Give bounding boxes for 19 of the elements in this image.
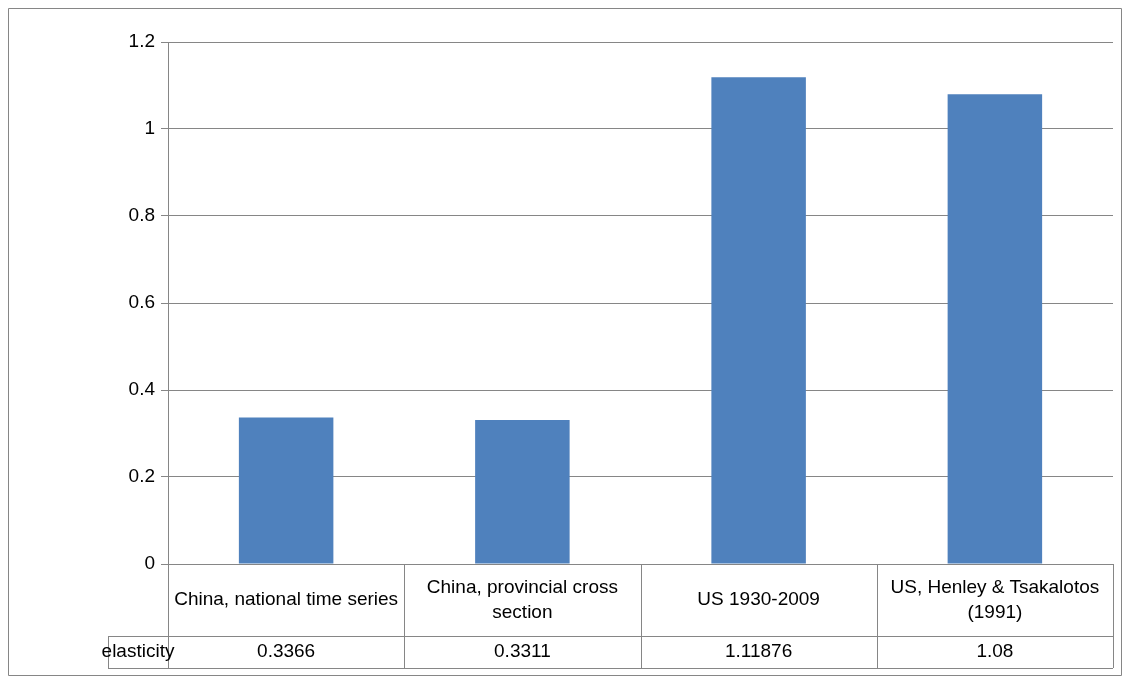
data-label: 1.08 [976,640,1014,662]
bar [475,419,570,564]
y-tick-label: 0.6 [128,291,155,313]
y-tick-label: 0.2 [128,465,155,487]
bar [238,417,334,564]
x-tick-label: US, Henley & Tsakalotos (1991) [890,575,1100,622]
x-tick-label: China, provincial cross section [426,575,618,622]
y-tick-label: 0.8 [128,204,155,226]
y-tick-label: 1 [144,117,155,139]
y-tick-label: 0.4 [128,378,156,400]
bar [947,94,1043,564]
x-tick-label: US 1930-2009 [697,588,820,610]
y-tick-label: 1.2 [128,30,155,52]
data-label: 1.11876 [724,640,793,662]
data-label: 0.3311 [494,640,551,662]
data-label: 0.3366 [257,640,316,662]
y-tick-label: 0 [144,552,155,574]
bar [711,77,806,564]
x-tick-label: China, national time series [174,588,399,610]
